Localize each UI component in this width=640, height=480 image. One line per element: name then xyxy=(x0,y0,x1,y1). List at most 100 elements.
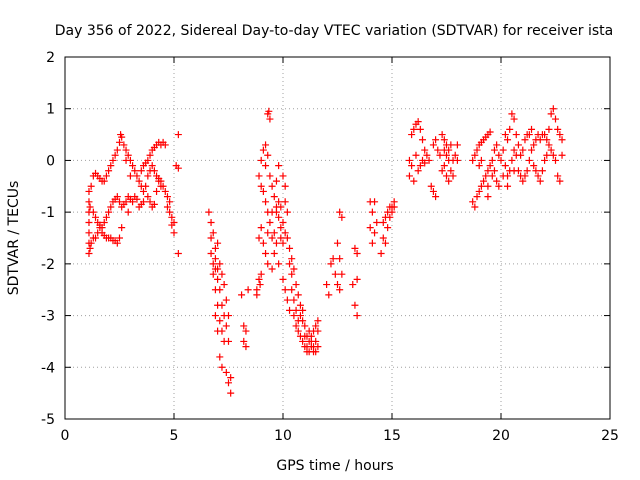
data-point xyxy=(279,172,287,180)
data-point xyxy=(209,260,217,268)
data-point xyxy=(493,141,501,149)
data-point xyxy=(116,198,123,206)
data-point xyxy=(312,322,320,330)
data-point xyxy=(100,177,108,185)
data-point xyxy=(126,172,134,180)
data-point xyxy=(290,296,298,304)
data-point xyxy=(242,343,250,351)
data-point xyxy=(272,203,280,211)
data-point xyxy=(100,218,108,226)
data-point xyxy=(102,213,110,221)
data-point xyxy=(255,234,263,242)
data-point xyxy=(92,234,100,242)
data-point xyxy=(257,182,265,190)
data-point xyxy=(85,187,93,195)
data-point xyxy=(286,306,294,314)
data-point xyxy=(532,167,540,175)
data-point xyxy=(153,187,161,195)
data-point xyxy=(501,162,509,170)
data-point xyxy=(118,133,126,141)
data-point xyxy=(279,218,287,226)
data-point xyxy=(423,151,431,159)
data-point xyxy=(528,146,536,154)
data-point xyxy=(266,115,274,123)
data-point xyxy=(268,208,276,216)
data-point xyxy=(288,270,296,278)
data-point xyxy=(222,296,230,304)
data-point xyxy=(549,105,557,113)
data-point xyxy=(390,203,398,211)
data-point xyxy=(299,317,307,325)
data-point xyxy=(506,125,514,133)
data-point xyxy=(473,146,481,154)
data-point xyxy=(113,146,121,154)
data-point xyxy=(255,275,263,283)
data-point xyxy=(473,193,481,201)
data-point xyxy=(240,322,248,330)
data-point xyxy=(268,182,276,190)
data-point xyxy=(294,327,302,335)
data-point xyxy=(523,167,531,175)
data-point xyxy=(453,141,461,149)
data-point xyxy=(314,317,322,325)
data-point xyxy=(534,172,542,180)
data-point xyxy=(538,167,546,175)
data-point xyxy=(139,187,147,195)
data-point xyxy=(218,301,226,309)
data-point xyxy=(453,156,461,164)
data-point xyxy=(338,213,346,221)
data-point xyxy=(262,198,270,206)
data-point xyxy=(484,167,492,175)
data-point xyxy=(266,218,274,226)
data-point xyxy=(268,265,276,273)
data-point xyxy=(299,306,307,314)
data-point xyxy=(257,270,265,278)
y-axis-label: SDTVAR / TECUs xyxy=(6,181,22,296)
data-point xyxy=(501,131,509,139)
data-point xyxy=(150,167,158,175)
data-point xyxy=(87,182,95,190)
data-point xyxy=(163,193,171,201)
data-point xyxy=(547,146,555,154)
data-point xyxy=(408,162,416,170)
data-point xyxy=(262,162,270,170)
data-point xyxy=(536,177,544,185)
data-point xyxy=(268,234,276,242)
data-point xyxy=(214,275,222,283)
x-tick-label: 5 xyxy=(170,428,179,444)
data-point xyxy=(85,218,93,226)
data-point xyxy=(379,234,387,242)
data-point xyxy=(447,141,455,149)
data-point xyxy=(425,156,433,164)
data-point xyxy=(98,224,106,232)
data-point xyxy=(105,167,113,175)
data-point xyxy=(133,195,141,203)
data-point xyxy=(486,128,494,136)
data-point xyxy=(170,229,178,237)
data-point xyxy=(109,156,117,164)
data-point xyxy=(381,239,389,247)
data-point xyxy=(552,115,559,123)
data-point xyxy=(294,291,302,299)
data-point xyxy=(257,156,265,164)
data-point xyxy=(214,239,222,247)
data-point xyxy=(281,198,289,206)
data-point xyxy=(327,260,335,268)
data-point xyxy=(275,198,283,206)
y-tick-label: -2 xyxy=(41,257,55,273)
data-point xyxy=(504,182,512,190)
data-point xyxy=(113,239,121,247)
data-point xyxy=(270,229,278,237)
data-point xyxy=(477,156,485,164)
data-point xyxy=(488,172,496,180)
data-point xyxy=(124,151,132,159)
y-tick-label: 1 xyxy=(46,102,55,118)
data-point xyxy=(412,151,420,159)
data-point xyxy=(541,156,549,164)
data-point xyxy=(440,146,448,154)
data-point xyxy=(144,193,152,201)
data-point xyxy=(107,203,115,211)
data-point xyxy=(161,141,169,149)
data-point xyxy=(222,368,230,376)
data-point xyxy=(283,234,291,242)
